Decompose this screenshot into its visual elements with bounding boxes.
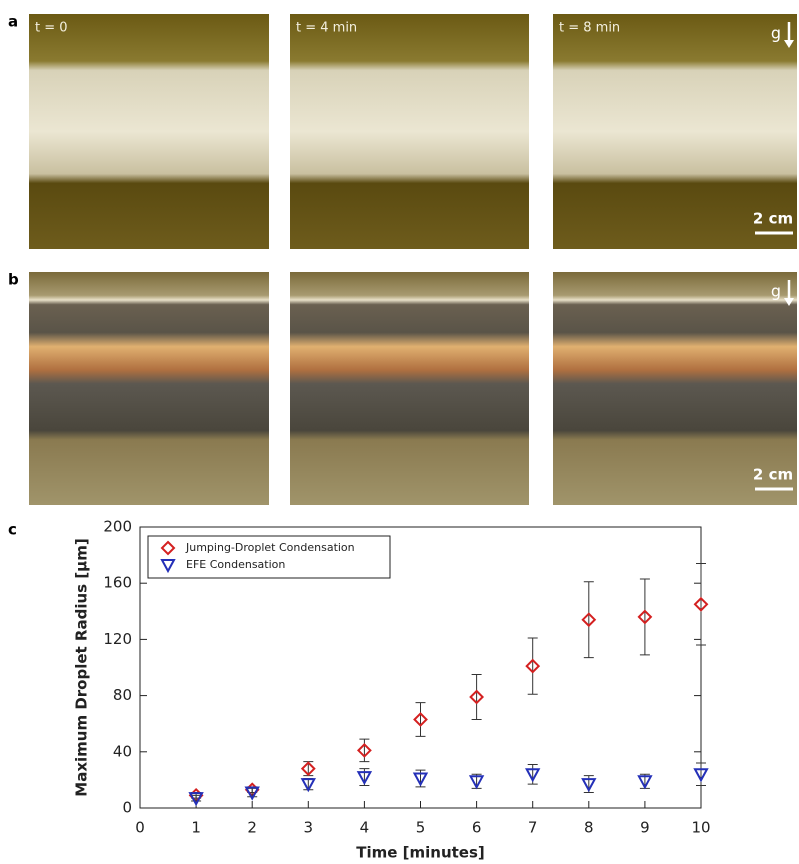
x-tick-label: 9 [640, 819, 650, 837]
panel-label: b [8, 271, 19, 289]
time-label: t = 0 [35, 21, 68, 36]
x-tick-label: 5 [416, 819, 426, 837]
x-tick-label: 7 [528, 819, 538, 837]
error-bar [696, 564, 706, 645]
gravity-label: g [771, 282, 781, 301]
figure: at = 0t = 4 mint = 8 ming2 cmbg2 cmc0408… [0, 0, 799, 864]
y-tick-label: 160 [103, 574, 132, 592]
x-tick-label: 8 [584, 819, 594, 837]
x-tick-label: 4 [360, 819, 370, 837]
x-axis-label: Time [minutes] [356, 844, 485, 862]
x-tick-label: 6 [472, 819, 482, 837]
time-label: t = 4 min [296, 21, 357, 36]
x-tick-label: 10 [691, 819, 710, 837]
photo [290, 14, 529, 249]
x-tick-label: 1 [191, 819, 201, 837]
y-axis-label: Maximum Droplet Radius [µm] [73, 538, 91, 796]
photo [290, 272, 529, 505]
error-bar [359, 739, 369, 761]
x-tick-label: 2 [247, 819, 257, 837]
photo [29, 272, 269, 505]
error-bar [640, 579, 650, 655]
y-tick-label: 120 [103, 630, 132, 648]
photo [29, 14, 269, 249]
x-tick-label: 3 [304, 819, 314, 837]
gravity-label: g [771, 24, 781, 43]
error-bar [584, 582, 594, 658]
scale-label: 2 cm [753, 210, 793, 228]
error-bar [528, 638, 538, 694]
y-tick-label: 40 [113, 742, 132, 760]
scale-label: 2 cm [753, 466, 793, 484]
x-tick-label: 0 [135, 819, 145, 837]
panel-label: c [8, 521, 17, 539]
legend-label: Jumping-Droplet Condensation [185, 541, 355, 554]
error-bar [416, 703, 426, 737]
time-label: t = 8 min [559, 21, 620, 36]
error-bar [472, 675, 482, 720]
y-tick-label: 0 [122, 799, 132, 817]
panel-label: a [8, 13, 18, 31]
y-tick-label: 200 [103, 518, 132, 536]
legend-label: EFE Condensation [186, 558, 285, 571]
y-tick-label: 80 [113, 686, 132, 704]
